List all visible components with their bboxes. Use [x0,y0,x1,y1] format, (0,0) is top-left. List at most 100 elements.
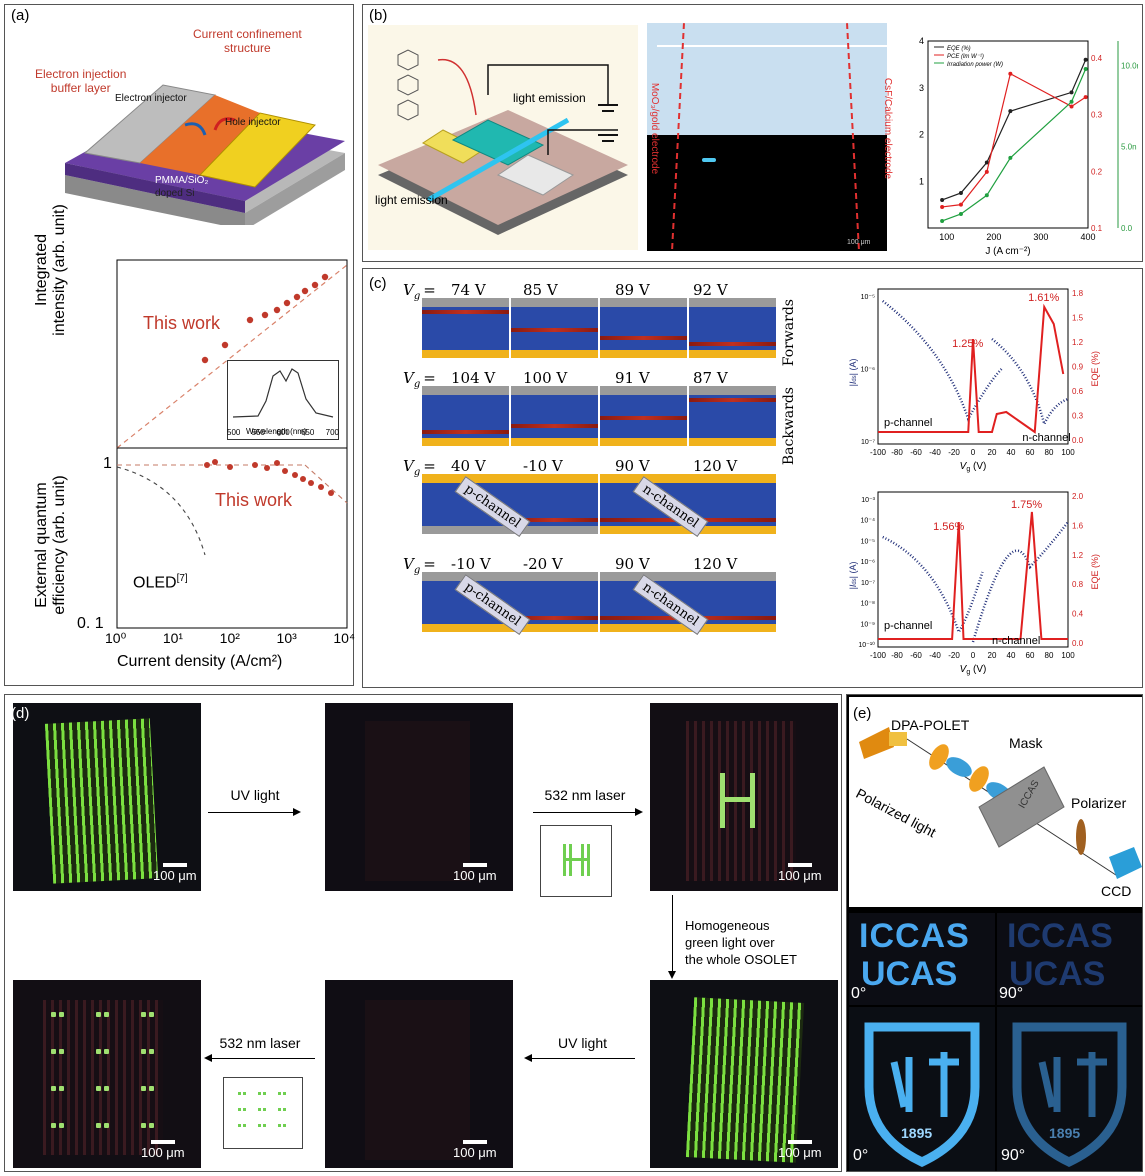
x-axis-label: Vg (V) [960,664,987,676]
x-tick-label: -60 [910,651,922,660]
emission-image [510,386,598,446]
emission-image [599,298,687,358]
mask-dot [278,1108,281,1111]
data-point [264,465,270,471]
scale-bar: 100 μm [778,1140,822,1160]
emission-image [688,298,776,358]
gate-voltage-value: 85 V [523,281,558,299]
green-stripes [685,997,805,1163]
h-mask-inset [540,825,612,897]
polarization-setup: DPA-POLET Mask ICCAS Polarizer Polarized… [849,697,1142,907]
xtick: 10⁴ [333,630,355,646]
gate-voltage-value: 40 V [451,457,486,475]
bottom-ylabel-line1: External quantum [33,482,50,608]
y2-axis-label: EQE (%) [1090,554,1100,590]
green-dot [104,1012,109,1017]
y-tick-label: 10⁻⁷ [861,439,875,446]
series-point [1069,90,1074,95]
series-point [1008,71,1013,76]
h-pattern [720,773,760,828]
mask-dot [243,1108,246,1111]
bottom-xticks: 10⁰ 10¹ 10² 10³ 10⁴ [105,630,355,647]
x-tick-label: -80 [891,448,903,457]
shield-year: 1895 [1049,1125,1081,1141]
mask-dot [258,1092,261,1095]
green-dot [96,1049,101,1054]
series-point [1083,95,1088,100]
angle-label: 90° [999,985,1024,1002]
micrograph-scale: 100 μm [847,239,871,246]
y-tick-label: 10⁻³ [861,497,875,504]
y-tick-label: 10⁻⁵ [861,538,875,545]
vg-symbol: V [403,457,414,475]
y-axis-label: |Ids| (A) [848,358,858,386]
panel-b-label: (b) [369,7,388,24]
iccas-text: ICCAS [859,917,970,955]
mask-dot [278,1124,281,1127]
gate-voltage-value: 89 V [615,281,650,299]
current-curve [971,521,1069,643]
vg-eq: = [423,555,436,573]
light-source-icon [859,727,907,759]
gate-voltage-value: 100 V [523,369,568,387]
green-dot [149,1086,154,1091]
inset-tick: 700 [325,428,339,437]
uv-light-label-2: UV light [557,1035,608,1051]
iccas-image-0: ICCAS UCAS 0° [849,913,995,1005]
eqe-chart [116,447,348,629]
vg-symbol: V [403,369,414,387]
y2-tick-label: 1.2 [1072,551,1084,560]
series-point [984,169,989,174]
osolet-image-1: 100 μm [13,703,201,891]
spectrum-curve [232,368,334,418]
emission-zone [600,336,687,340]
mask-dot [283,1108,286,1111]
panel-e: DPA-POLET Mask ICCAS Polarizer Polarized… [846,694,1143,1172]
x-tick-label: -100 [870,651,887,660]
vg-eq: = [423,369,436,387]
arrow-right-1 [208,812,298,813]
data-point [328,490,334,496]
x-tick-label: -80 [891,651,903,660]
y2-tick-label: 2.0 [1072,492,1084,501]
ccd-label: CCD [1101,883,1132,899]
x-tick-label: 80 [1045,651,1054,660]
top-ylabel-line1: Integrated [33,233,50,307]
arrowhead [293,808,301,816]
emission-spot [702,158,716,162]
legend-label: EQE (%) [947,46,971,52]
mask-dot [258,1108,261,1111]
green-dot [59,1123,64,1128]
gate-voltage-label: Vg = [403,457,436,478]
emission-image-strip [421,386,777,446]
x-tick-label: -100 [870,448,887,457]
bottom-annotation: This work [215,490,293,510]
y2-tick-label: 0.6 [1072,387,1084,396]
data-point [292,472,298,478]
series-line [941,59,1087,201]
x-axis-label: J (A cm⁻²) [985,246,1030,257]
inset-tick: 650 [300,428,315,437]
mask-dot [238,1124,241,1127]
scale-bar: 100 μm [153,863,197,883]
y2-tick-label: 0.0 [1072,639,1084,648]
emission-image [421,298,509,358]
x-tick-label: 100 [1061,651,1075,660]
x-tick-label: 200 [986,232,1001,242]
arrow-down [672,895,673,973]
series-point [1083,67,1088,72]
data-point [311,281,319,289]
osolet-image-2: 100 μm [325,703,513,891]
data-point [308,480,314,486]
label-hole-injector: Hole injector [225,117,281,128]
label-current-confinement: Current confinement structure [193,27,302,55]
y3-tick-label: 0.0 [1121,224,1133,233]
x-tick-label: 60 [1026,448,1035,457]
mask-dot [243,1092,246,1095]
intensity-data-points [201,273,329,364]
x-tick-label: 400 [1080,232,1095,242]
xtick: 10⁰ [105,630,127,646]
inset-tick: 600 [276,428,290,437]
x-tick-label: -20 [948,651,960,660]
